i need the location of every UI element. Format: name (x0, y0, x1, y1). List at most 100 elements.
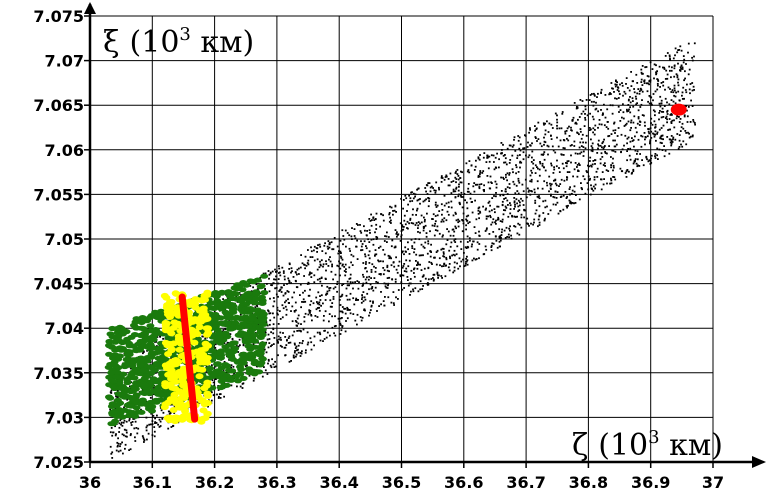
point (383, 240, 386, 242)
point (454, 211, 457, 214)
point (629, 111, 632, 114)
point (683, 114, 686, 117)
point (432, 187, 434, 189)
point (394, 281, 397, 283)
point (454, 196, 457, 199)
cluster-point (139, 367, 148, 373)
point (519, 161, 521, 164)
point (345, 287, 348, 290)
point (466, 259, 469, 262)
point (634, 135, 636, 138)
point (371, 263, 374, 266)
point (654, 153, 657, 155)
point (153, 387, 155, 389)
point (394, 278, 397, 281)
point (414, 287, 417, 290)
point (202, 335, 204, 338)
point (119, 443, 122, 445)
point (671, 119, 674, 122)
point (158, 418, 161, 421)
point (422, 254, 424, 257)
point (431, 224, 434, 227)
point (604, 145, 606, 147)
point (689, 135, 692, 138)
y-axis-arrow (84, 2, 96, 14)
point (658, 118, 660, 121)
point (344, 312, 347, 315)
point (561, 112, 564, 115)
point (636, 102, 638, 105)
point (573, 202, 575, 205)
point (438, 186, 440, 189)
point (621, 116, 623, 119)
point (322, 302, 324, 305)
point (685, 143, 688, 146)
point (603, 138, 605, 141)
point (660, 99, 663, 102)
point (552, 196, 555, 198)
point (307, 249, 309, 251)
band-point (170, 319, 179, 326)
point (611, 87, 613, 90)
point (277, 282, 280, 285)
point (641, 72, 643, 75)
point (293, 356, 296, 359)
point (447, 206, 450, 208)
point (292, 276, 295, 278)
point (371, 219, 373, 221)
band-point (167, 371, 176, 378)
point (554, 151, 557, 154)
point (298, 267, 300, 270)
point (662, 84, 665, 87)
point (378, 273, 381, 275)
cluster-point (108, 325, 117, 332)
point (635, 162, 638, 165)
point (490, 154, 493, 157)
point (473, 257, 475, 260)
point (153, 426, 156, 428)
point (485, 215, 488, 218)
point (365, 261, 367, 263)
point (578, 133, 580, 136)
point (172, 424, 175, 427)
point (457, 221, 460, 224)
cluster-point (142, 373, 151, 380)
point (485, 217, 488, 220)
point (669, 88, 671, 90)
point (459, 203, 461, 206)
point (649, 80, 652, 83)
point (503, 198, 505, 200)
point (299, 294, 301, 296)
cluster-point (219, 383, 228, 389)
point (299, 355, 302, 357)
point (543, 151, 546, 153)
point (299, 329, 302, 332)
point (496, 205, 499, 208)
point (534, 125, 536, 127)
point (465, 224, 467, 227)
point (594, 129, 596, 131)
point (457, 189, 460, 192)
point (531, 156, 533, 159)
cluster-point (124, 403, 133, 409)
point (356, 323, 358, 326)
point (649, 160, 652, 162)
point (356, 299, 359, 301)
point (440, 248, 443, 251)
point (410, 222, 413, 224)
point (275, 275, 277, 278)
point (414, 224, 417, 226)
point (159, 407, 162, 409)
point (264, 369, 267, 372)
point (654, 110, 656, 113)
point (433, 225, 436, 227)
point (437, 274, 439, 277)
point (493, 208, 496, 210)
point (584, 108, 587, 111)
cluster-point (111, 363, 120, 369)
point (341, 293, 344, 296)
point (612, 87, 614, 90)
point (316, 301, 318, 303)
point (310, 314, 312, 316)
point (659, 141, 662, 144)
